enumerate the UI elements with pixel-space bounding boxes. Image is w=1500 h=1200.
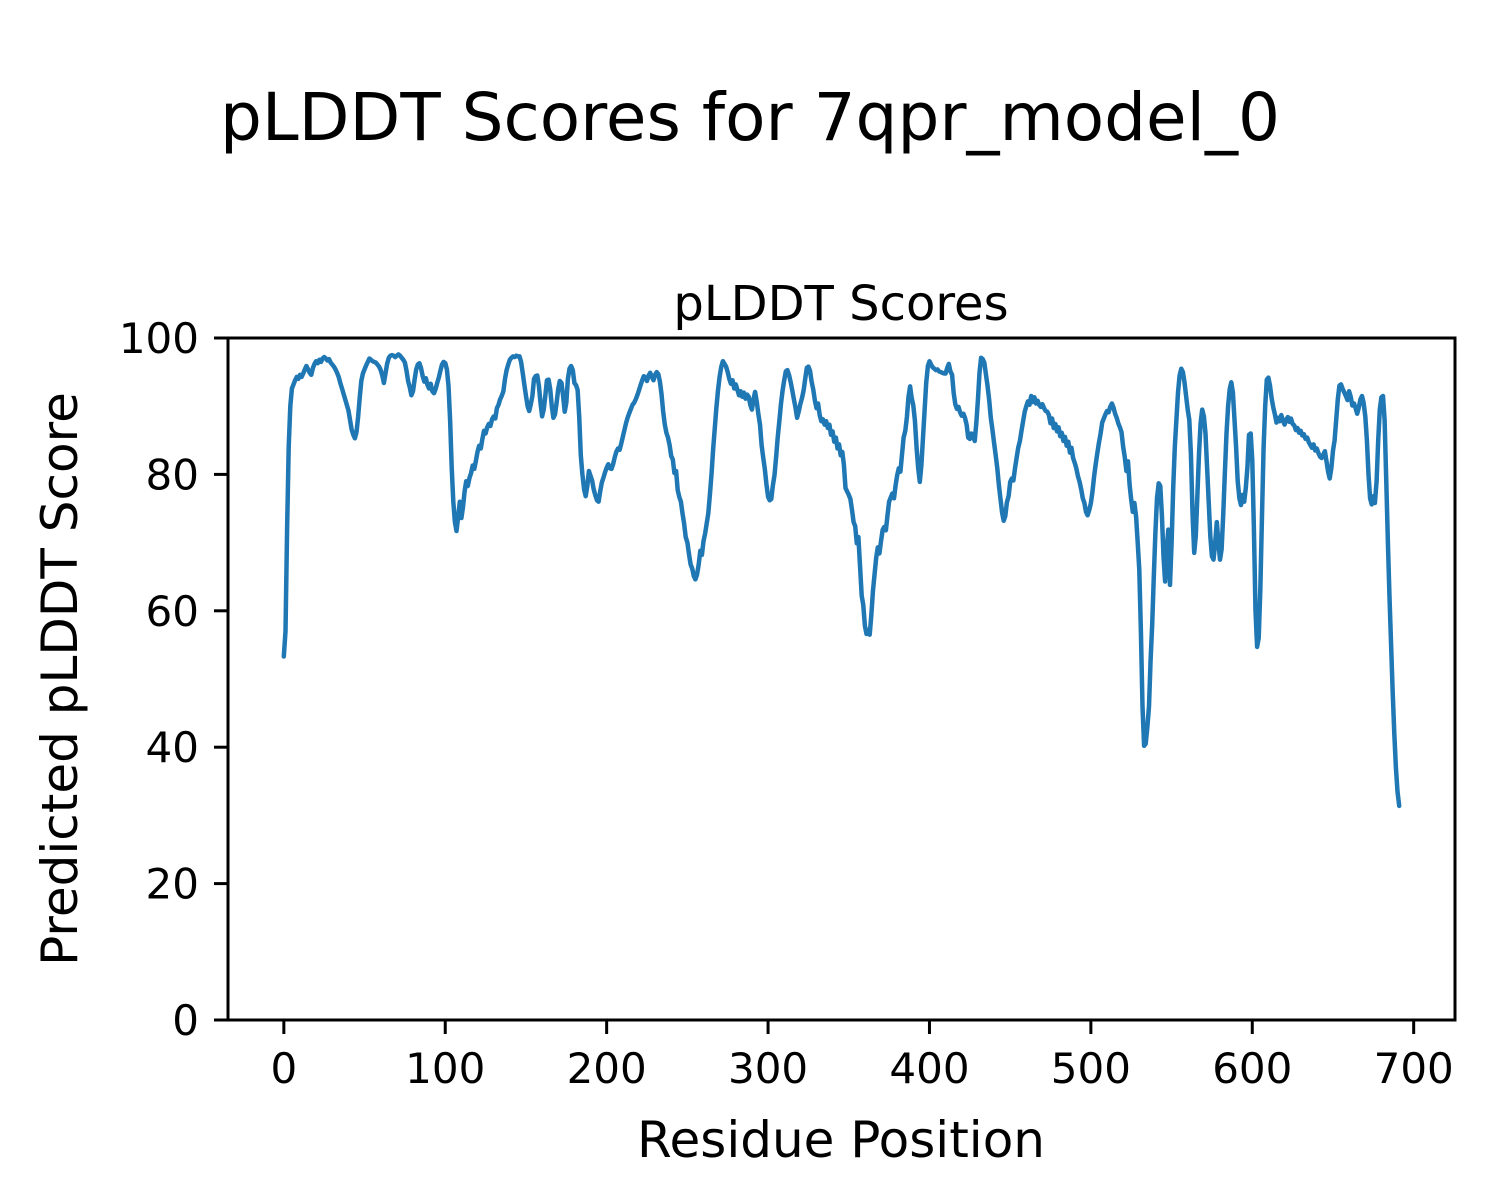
y-axis-label: Predicted pLDDT Score [31, 392, 89, 966]
figure-suptitle: pLDDT Scores for 7qpr_model_0 [220, 79, 1280, 156]
x-tick-label: 400 [889, 1044, 969, 1093]
x-tick-label: 300 [728, 1044, 808, 1093]
x-tick-label: 100 [405, 1044, 485, 1093]
y-tick-label: 60 [146, 587, 199, 636]
plot-area [281, 352, 1402, 809]
x-tick-label: 600 [1212, 1044, 1292, 1093]
x-tick-label: 0 [270, 1044, 297, 1093]
x-tick-label: 700 [1374, 1044, 1454, 1093]
x-tick-label: 200 [567, 1044, 647, 1093]
x-axis-ticks: 0 100 200 300 400 500 600 700 [270, 1020, 1454, 1093]
y-tick-label: 100 [119, 314, 199, 363]
x-tick-label: 500 [1051, 1044, 1131, 1093]
axes-title: pLDDT Scores [673, 276, 1008, 332]
y-tick-label: 40 [146, 723, 199, 772]
y-tick-label: 20 [146, 860, 199, 909]
y-axis-ticks: 0 20 40 60 80 100 [119, 314, 228, 1045]
y-tick-label: 80 [146, 450, 199, 499]
x-axis-label: Residue Position [637, 1111, 1045, 1169]
plddt-score-line [281, 352, 1402, 809]
axes-spines [226, 336, 1457, 1022]
y-tick-label: 0 [172, 996, 199, 1045]
